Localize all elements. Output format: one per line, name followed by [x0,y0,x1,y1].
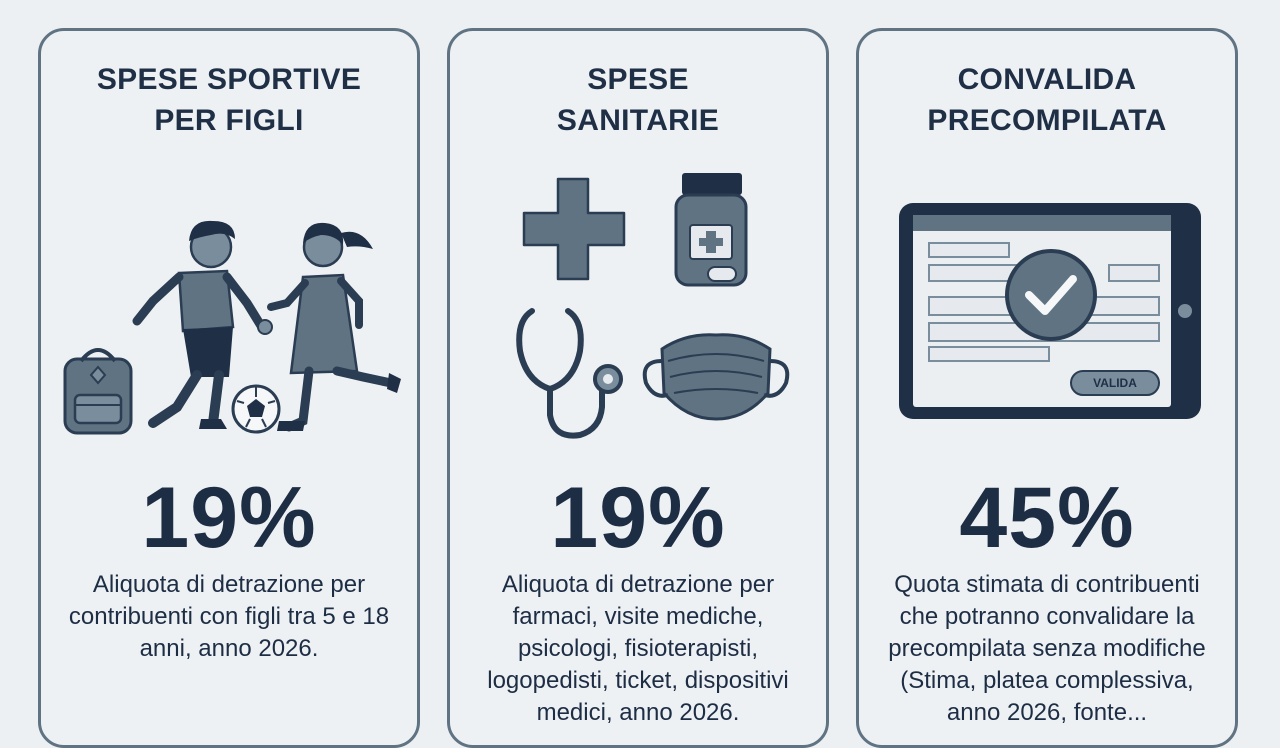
valida-button-label: VALIDA [1093,376,1137,390]
tablet-illustration [899,203,1201,419]
kids-sport-illustration [63,220,401,435]
card-title-line: PRECOMPILATA [927,104,1167,137]
card-title-line: SPESE SPORTIVE [96,63,362,96]
medicine-bottle-icon [674,173,748,287]
face-mask-icon [642,333,790,421]
child-boy-icon [132,220,273,429]
card-description: Quota stimata di contribuenti che potran… [888,571,1206,726]
card-description: Aliquota di detrazione per contribuenti … [68,571,390,662]
backpack-icon [63,348,133,435]
stethoscope-icon [516,308,623,439]
health-illustration [516,173,790,439]
card-title-line: PER FIGLI [154,104,304,137]
soccer-ball-icon [231,384,281,434]
card-health-expenses: SPESE SANITARIE 19% Aliqu [447,28,829,748]
card-title-line: SANITARIE [556,104,720,137]
medical-cross-icon [522,177,626,281]
card-sport-expenses: SPESE SPORTIVE PER FIGLI [38,28,420,748]
check-circle-icon [1005,249,1097,341]
child-girl-icon [267,222,401,432]
validation-share-value: 45% [959,470,1135,566]
valida-button [1070,370,1160,396]
card-title-line: CONVALIDA [957,63,1137,96]
deduction-rate-value: 19% [141,470,317,566]
deduction-rate-value: 19% [550,470,726,566]
card-description: Aliquota di detrazione per farmaci, visi… [487,571,789,726]
card-title: SPESE SANITARIE [450,59,826,141]
card-precompiled-validation: CONVALIDA PRECOMPILATA VALIDA 45% Quota … [856,28,1238,748]
card-title: SPESE SPORTIVE PER FIGLI [41,59,417,141]
card-title-line: SPESE [587,63,689,96]
card-title: CONVALIDA PRECOMPILATA [859,59,1235,141]
